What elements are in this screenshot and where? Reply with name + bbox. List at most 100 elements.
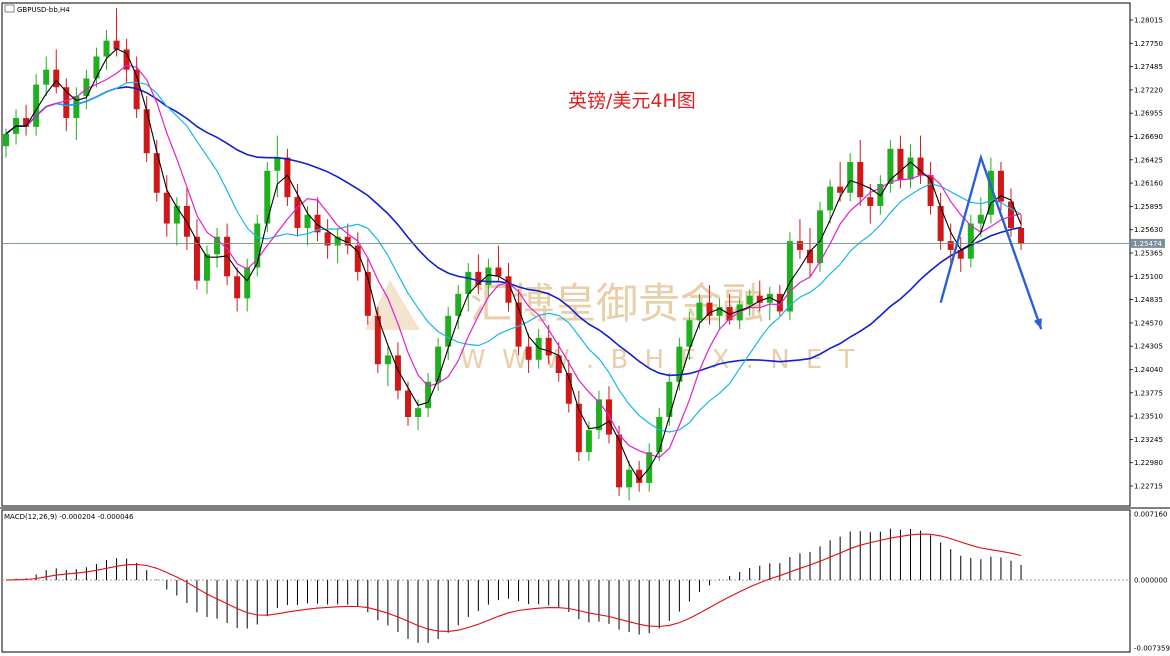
symbol-icon (4, 4, 15, 13)
price-tick-label: 1.24835 (1134, 296, 1163, 304)
candle-body (545, 337, 552, 356)
macd-panel[interactable] (1, 509, 1131, 653)
candle-body (927, 175, 934, 206)
candle-body (1008, 201, 1014, 228)
candle-body (555, 355, 562, 374)
price-tick-label: 1.28015 (1134, 17, 1163, 25)
candle-body (626, 469, 633, 488)
candle-body (73, 96, 80, 119)
candle-body (204, 254, 210, 281)
candle-body (837, 186, 844, 193)
candle-body (987, 170, 994, 215)
candle-body (616, 434, 623, 488)
candle-body (43, 69, 50, 85)
candle-body (796, 241, 803, 250)
candle-body (897, 148, 904, 180)
candle-body (676, 346, 683, 382)
candle-body (304, 214, 311, 228)
candle-body (153, 153, 160, 193)
candle-body (867, 197, 874, 206)
candle-body (706, 302, 713, 316)
candle-body (364, 271, 371, 316)
current-price-text: 1.25474 (1133, 240, 1162, 248)
candle-body (394, 355, 401, 391)
candle-body (967, 223, 974, 259)
macd-histogram (15, 528, 1022, 643)
candle-body (595, 399, 602, 431)
current-price-tag (1131, 238, 1165, 248)
candle-body (384, 355, 391, 365)
candle-body (294, 197, 301, 228)
candle-body (565, 373, 572, 404)
candle-body (786, 241, 793, 312)
price-tick-label: 1.23510 (1134, 413, 1163, 421)
candle-body (3, 133, 9, 147)
price-tick-label: 1.24570 (1134, 319, 1163, 327)
macd-tick-label: -0.007359 (1134, 644, 1170, 652)
price-tick-label: 1.26160 (1134, 180, 1163, 188)
price-tick-label: 1.26955 (1134, 110, 1163, 118)
candle-body (344, 236, 351, 246)
candle-body (123, 49, 130, 70)
macd-tick-label: 0.000000 (1134, 577, 1167, 585)
candle-body (113, 40, 120, 50)
candle-body (405, 390, 411, 417)
candle-body (505, 276, 512, 303)
candle-body (937, 205, 944, 242)
candle-body (475, 271, 482, 286)
candle-body (264, 170, 271, 224)
ma-slow-line (5, 81, 1022, 433)
candle-body (726, 307, 733, 321)
candle-body (324, 232, 331, 246)
price-tick-label: 1.27220 (1134, 86, 1163, 94)
candle-body (334, 236, 341, 246)
candle-body (807, 249, 813, 264)
macd-label: MACD(12,26,9) -0.000204 -0.000046 (4, 513, 134, 521)
candle-body (656, 416, 663, 453)
candle-body (455, 293, 462, 316)
price-tick-label: 1.25365 (1134, 250, 1163, 258)
price-tick-label: 1.22715 (1134, 483, 1163, 491)
candle-body (495, 267, 502, 277)
macd-axis: 0.007160 0.000000 -0.007359 (1134, 511, 1170, 653)
candle-body (274, 157, 281, 171)
forecast-arrow (939, 153, 1043, 330)
price-tick-label: 1.24305 (1134, 343, 1163, 351)
price-tick-label: 1.24040 (1134, 366, 1163, 374)
candle-body (917, 157, 924, 176)
candle-body (907, 157, 914, 180)
macd-signal-line (5, 533, 1022, 632)
candle-body (485, 267, 492, 286)
candle-body (606, 399, 612, 435)
candle-body (515, 302, 522, 347)
candle-body (857, 161, 864, 198)
price-tick-label: 1.25895 (1134, 203, 1163, 211)
candle-body (435, 346, 442, 382)
candle-body (33, 84, 40, 127)
candle-body (284, 157, 291, 198)
candle-body (63, 87, 70, 119)
candle-body (244, 267, 251, 299)
price-tick-label: 1.27750 (1134, 40, 1163, 48)
candle-body (53, 69, 60, 88)
price-tick-label: 1.25630 (1134, 226, 1163, 234)
price-axis: 1.28015 1.27750 1.27485 1.27220 1.26955 1.266… (1130, 17, 1163, 491)
candle-body (756, 295, 763, 303)
candle-body (163, 192, 170, 224)
candle-body (103, 40, 110, 57)
candle-body (214, 236, 221, 255)
candle-body (445, 315, 452, 347)
candle-body (374, 315, 381, 365)
candle-body (957, 249, 964, 259)
forecast-arrowhead (1033, 318, 1042, 330)
price-tick-label: 1.25100 (1134, 273, 1163, 281)
candle-body (254, 223, 261, 268)
candle-body (887, 148, 894, 184)
candle-body (666, 381, 673, 417)
macd-tick-label: 0.007160 (1134, 511, 1167, 519)
candle-body (535, 337, 542, 360)
candle-body (696, 302, 703, 321)
price-panel[interactable] (1, 2, 1131, 507)
ma-mid-line (5, 64, 1022, 458)
